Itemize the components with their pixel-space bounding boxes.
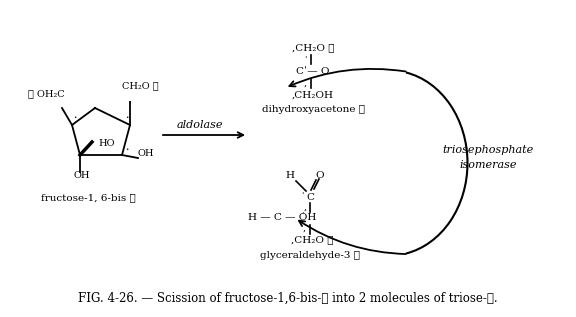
Text: Ⓟ OH₂C: Ⓟ OH₂C xyxy=(28,89,65,99)
Text: ,CH₂O Ⓟ: ,CH₂O Ⓟ xyxy=(291,236,334,244)
Text: ': ' xyxy=(304,66,306,74)
Text: triosephosphate: triosephosphate xyxy=(442,145,533,155)
Text: FIG. 4-26. — Scission of fructose-1,6-bis-Ⓟ into 2 molecules of triose-Ⓟ.: FIG. 4-26. — Scission of fructose-1,6-bi… xyxy=(78,292,498,305)
Text: •: • xyxy=(126,114,128,120)
Text: ,CH₂OH: ,CH₂OH xyxy=(292,90,334,100)
Text: C: C xyxy=(306,192,314,202)
Text: glyceraldehyde-3 Ⓟ: glyceraldehyde-3 Ⓟ xyxy=(260,250,360,260)
Text: HO: HO xyxy=(98,139,115,147)
Text: ': ' xyxy=(60,107,63,117)
Text: H: H xyxy=(286,171,294,179)
Text: ,: , xyxy=(304,203,306,211)
Text: CH₂O Ⓟ: CH₂O Ⓟ xyxy=(122,81,158,90)
Text: isomerase: isomerase xyxy=(459,160,517,170)
Text: ,: , xyxy=(302,223,305,232)
Text: ,: , xyxy=(304,79,306,87)
Text: dihydroxyacetone Ⓟ: dihydroxyacetone Ⓟ xyxy=(262,106,365,114)
Text: C — O: C — O xyxy=(296,68,329,76)
Text: ,CH₂O Ⓟ: ,CH₂O Ⓟ xyxy=(292,43,334,53)
Text: OH: OH xyxy=(74,171,90,180)
Text: OH: OH xyxy=(138,150,154,158)
Text: ': ' xyxy=(301,211,303,219)
Text: ': ' xyxy=(304,55,306,63)
Text: •: • xyxy=(126,147,128,152)
Text: H — C — OH: H — C — OH xyxy=(248,214,316,223)
Text: fructose-1, 6-bis Ⓟ: fructose-1, 6-bis Ⓟ xyxy=(41,193,135,203)
Text: •: • xyxy=(73,114,77,120)
Text: O: O xyxy=(316,171,324,179)
Text: ': ' xyxy=(301,191,303,199)
Text: ': ' xyxy=(128,100,131,109)
Text: aldolase: aldolase xyxy=(177,120,223,130)
